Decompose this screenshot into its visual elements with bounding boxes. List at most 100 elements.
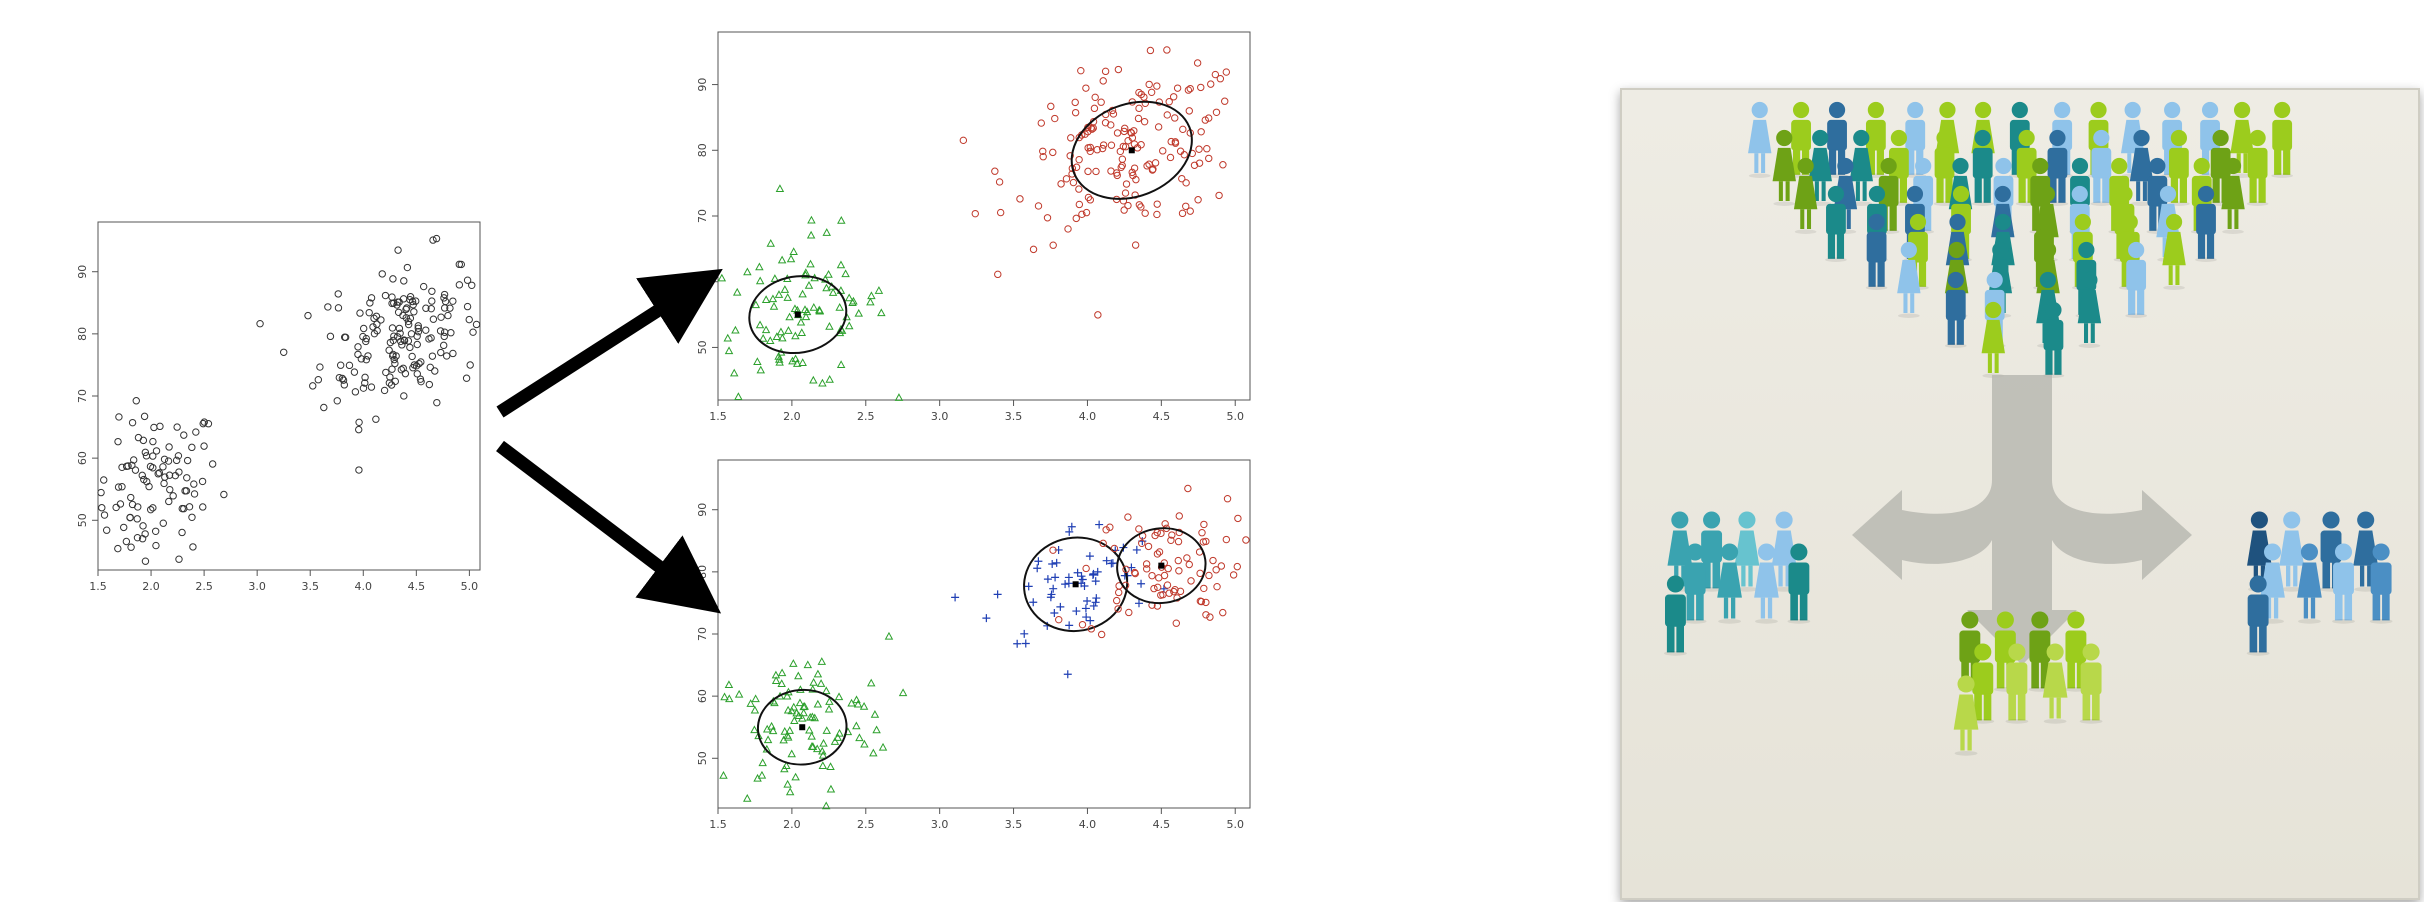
data-point [428,352,437,360]
cluster-centroid [1072,581,1079,588]
person-icon [2125,241,2147,318]
data-point [1016,195,1024,203]
data-point [1125,608,1133,617]
data-point [1020,629,1029,638]
person-icon [1700,511,1723,592]
x-tick-label: 2.5 [857,818,875,831]
data-point [826,762,835,770]
data-point [422,326,430,334]
x-tick-label: 4.5 [1153,818,1171,831]
data-point [362,337,370,346]
x-tick-label: 3.0 [931,818,949,831]
data-point [1200,520,1208,529]
data-point [822,726,831,734]
person-icon [1664,575,1687,656]
y-tick-label: 60 [696,689,709,703]
data-point [993,590,1002,599]
data-point [1124,201,1132,210]
data-point [792,708,801,717]
data-point [97,488,105,497]
data-point [753,357,762,366]
data-point [141,530,149,538]
data-point [208,460,217,468]
data-point [413,340,421,349]
data-point [798,358,807,366]
data-point [782,761,791,769]
data-point [1043,575,1052,584]
data-point [399,295,408,303]
data-point [1153,550,1162,558]
data-point [874,286,884,294]
data-point [190,480,198,488]
data-point [1205,154,1213,163]
data-point [837,216,846,224]
data-point [1121,189,1130,197]
data-point [775,354,784,363]
data-point [1207,80,1215,88]
cluster-centroid [799,724,806,731]
data-point [444,311,452,320]
data-point [146,505,155,514]
data-point [1071,98,1079,107]
data-point [1106,523,1114,531]
data-point [1051,114,1059,123]
data-point [1112,169,1121,177]
data-point [140,412,149,421]
person-icon [1849,129,1873,206]
data-point [432,234,441,243]
data-point [1148,571,1156,580]
data-point [818,378,827,387]
data-point [280,348,288,356]
data-point [122,462,131,471]
data-point [140,475,148,484]
data-point [1118,155,1127,163]
data-point [1169,93,1178,101]
data-point [1093,567,1102,576]
data-point [1178,174,1186,183]
data-point [355,418,363,427]
x-tick-label: 5.0 [1226,410,1244,423]
data-point [808,742,818,751]
data-point [777,668,787,677]
data-point [778,333,787,342]
data-point [810,713,819,722]
data-point [1083,596,1092,605]
data-point [1171,585,1179,594]
x-tick-label: 3.0 [248,580,266,593]
data-point [1153,210,1161,219]
data-point [878,742,888,751]
person-icon [2332,543,2355,624]
data-point [762,724,772,733]
arrow-to-two-clusters [496,268,723,418]
data-point [190,490,199,498]
person-icon [1793,157,1818,234]
data-point [1184,484,1192,493]
data-point [414,324,422,332]
data-point [133,515,141,523]
data-point [370,314,378,323]
data-point [824,270,833,278]
data-point [1075,155,1083,164]
data-point [821,801,831,810]
data-point [134,503,142,511]
data-point [1134,114,1143,123]
data-point [1121,143,1130,151]
data-point [766,239,776,247]
x-tick-label: 5.0 [1226,818,1244,831]
data-point [134,433,143,442]
data-point [817,657,827,665]
data-point [755,320,765,329]
data-point [822,686,831,695]
data-point [758,758,767,767]
person-icon [2246,129,2269,206]
data-point [1183,554,1191,562]
data-point [750,725,759,734]
data-point [1135,88,1143,97]
x-tick-label: 1.5 [89,580,107,593]
data-point [189,543,197,551]
data-point [387,381,396,389]
data-point [463,302,472,311]
data-point [855,733,864,742]
data-point [409,364,417,372]
data-point [463,276,472,284]
